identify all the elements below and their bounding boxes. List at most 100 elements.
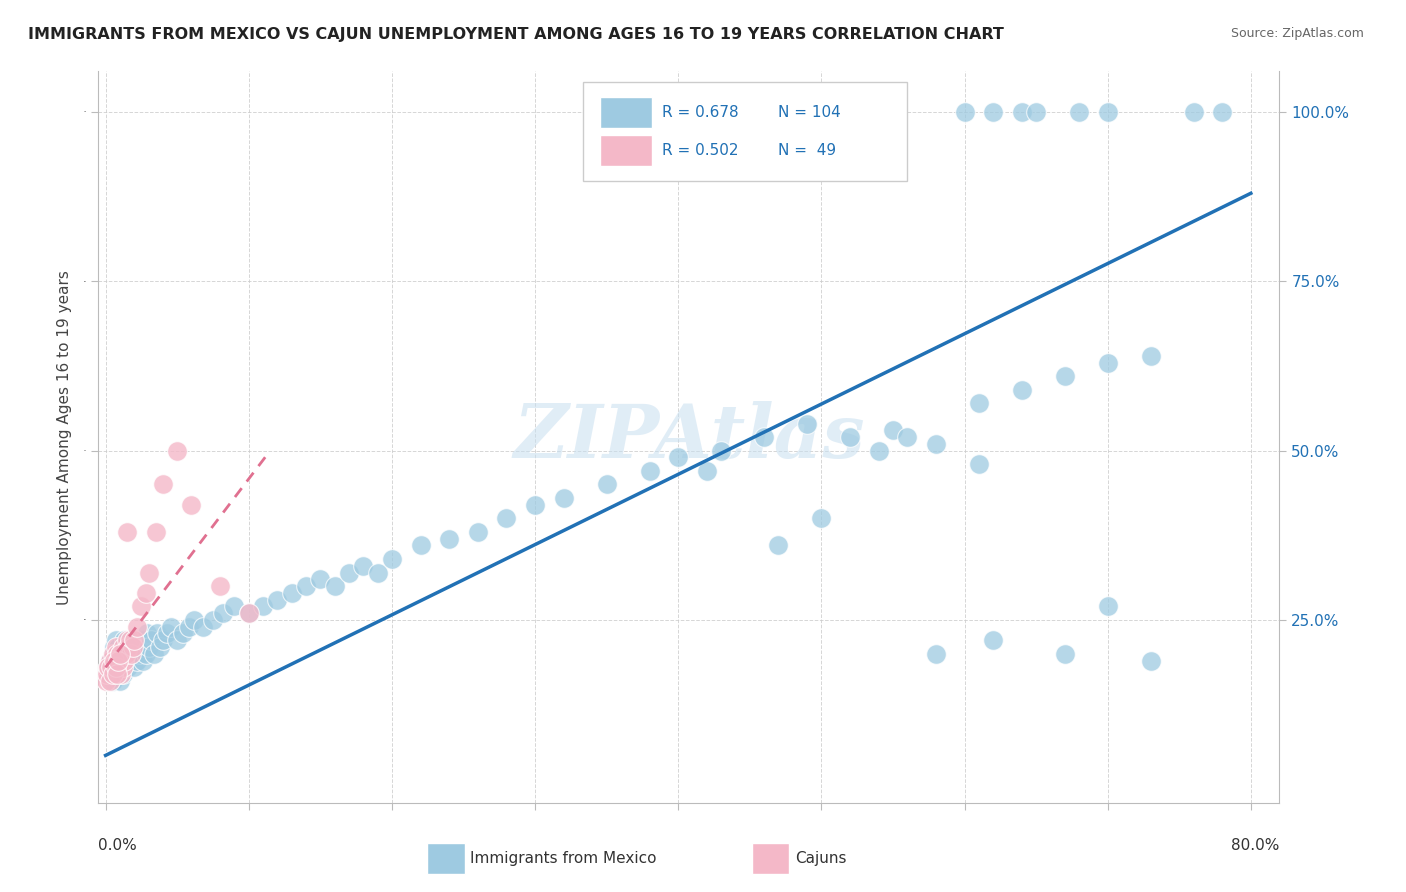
Point	[138, 640, 160, 654]
Point	[1011, 383, 1033, 397]
Point	[323, 579, 346, 593]
Point	[131, 599, 153, 614]
Point	[209, 579, 232, 593]
Point	[110, 667, 132, 681]
Point	[638, 464, 661, 478]
Point	[108, 673, 131, 688]
Point	[710, 443, 733, 458]
Text: 0.0%: 0.0%	[98, 838, 138, 854]
Point	[107, 654, 129, 668]
Point	[115, 633, 138, 648]
Point	[925, 437, 948, 451]
Point	[125, 620, 148, 634]
Point	[98, 654, 121, 668]
Point	[252, 599, 274, 614]
Point	[136, 626, 159, 640]
Point	[118, 633, 141, 648]
Point	[124, 647, 146, 661]
Point	[104, 654, 127, 668]
Point	[1211, 105, 1233, 120]
Point	[115, 524, 138, 539]
Point	[1182, 105, 1205, 120]
Point	[108, 647, 131, 661]
Point	[1053, 647, 1076, 661]
Point	[1025, 105, 1047, 120]
Point	[97, 660, 120, 674]
Point	[107, 667, 129, 681]
Point	[131, 640, 153, 654]
Point	[115, 640, 138, 654]
Point	[100, 667, 122, 681]
Point	[149, 640, 172, 654]
Point	[107, 660, 129, 674]
Point	[104, 633, 127, 648]
Point	[166, 633, 188, 648]
Point	[967, 457, 990, 471]
Point	[108, 647, 131, 661]
Point	[122, 660, 145, 674]
Point	[110, 660, 132, 674]
Point	[105, 667, 128, 681]
Point	[1053, 369, 1076, 384]
Point	[160, 620, 183, 634]
Point	[467, 524, 489, 539]
Point	[98, 673, 121, 688]
Point	[135, 586, 157, 600]
Point	[132, 654, 155, 668]
Point	[166, 443, 188, 458]
Point	[266, 592, 288, 607]
Point	[118, 647, 141, 661]
Point	[103, 660, 125, 674]
FancyBboxPatch shape	[600, 135, 652, 166]
Text: R = 0.502: R = 0.502	[662, 143, 738, 158]
Text: N = 104: N = 104	[778, 105, 841, 120]
Point	[103, 640, 125, 654]
Point	[107, 640, 129, 654]
Point	[111, 667, 134, 681]
Point	[553, 491, 575, 505]
Point	[839, 430, 862, 444]
Point	[238, 606, 260, 620]
Point	[143, 647, 166, 661]
Point	[1067, 105, 1090, 120]
Point	[120, 654, 142, 668]
Point	[925, 647, 948, 661]
Text: Source: ZipAtlas.com: Source: ZipAtlas.com	[1230, 27, 1364, 40]
Point	[280, 586, 302, 600]
Point	[101, 647, 124, 661]
Point	[103, 667, 125, 681]
Point	[134, 633, 156, 648]
Point	[101, 667, 124, 681]
Point	[1097, 599, 1119, 614]
Point	[191, 620, 214, 634]
Point	[896, 430, 918, 444]
Y-axis label: Unemployment Among Ages 16 to 19 years: Unemployment Among Ages 16 to 19 years	[58, 269, 72, 605]
Point	[125, 654, 148, 668]
Point	[100, 667, 122, 681]
Point	[98, 654, 121, 668]
Point	[101, 660, 124, 674]
Point	[524, 498, 547, 512]
Point	[352, 558, 374, 573]
Point	[495, 511, 517, 525]
Point	[152, 477, 174, 491]
Point	[96, 667, 118, 681]
Point	[409, 538, 432, 552]
Point	[381, 552, 404, 566]
Point	[108, 654, 131, 668]
Point	[105, 660, 128, 674]
Point	[110, 647, 132, 661]
FancyBboxPatch shape	[427, 843, 464, 874]
Point	[981, 633, 1004, 648]
Point	[135, 647, 157, 661]
Text: R = 0.678: R = 0.678	[662, 105, 738, 120]
Point	[129, 647, 152, 661]
Text: ZIPAtlas: ZIPAtlas	[513, 401, 865, 474]
Point	[224, 599, 246, 614]
Point	[105, 647, 128, 661]
Point	[152, 633, 174, 648]
FancyBboxPatch shape	[600, 97, 652, 128]
Point	[752, 430, 775, 444]
Point	[868, 443, 890, 458]
Point	[101, 673, 124, 688]
